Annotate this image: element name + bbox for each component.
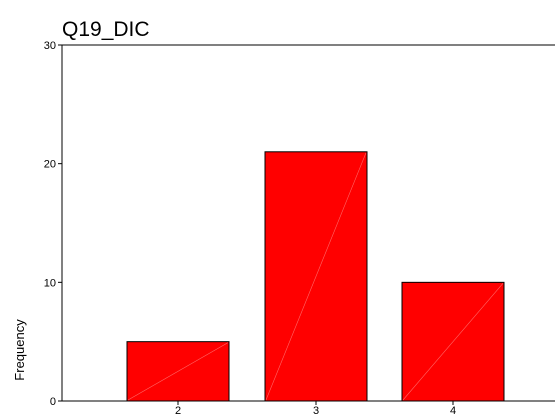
y-tick-label: 0 (50, 396, 56, 408)
chart-title: Q19_DIC (62, 18, 150, 41)
x-tick-label: 2 (175, 405, 181, 417)
y-tick-label: 10 (44, 277, 56, 289)
x-tick-label: 3 (313, 405, 319, 417)
y-tick-label: 20 (44, 159, 56, 171)
bar-highlight-line (265, 152, 367, 401)
bar-highlight-line (402, 283, 504, 401)
bar-highlight-line (127, 342, 229, 401)
y-tick-label: 30 (44, 40, 56, 52)
x-tick-label: 4 (450, 405, 456, 417)
y-axis-title: Frequency (12, 319, 27, 381)
